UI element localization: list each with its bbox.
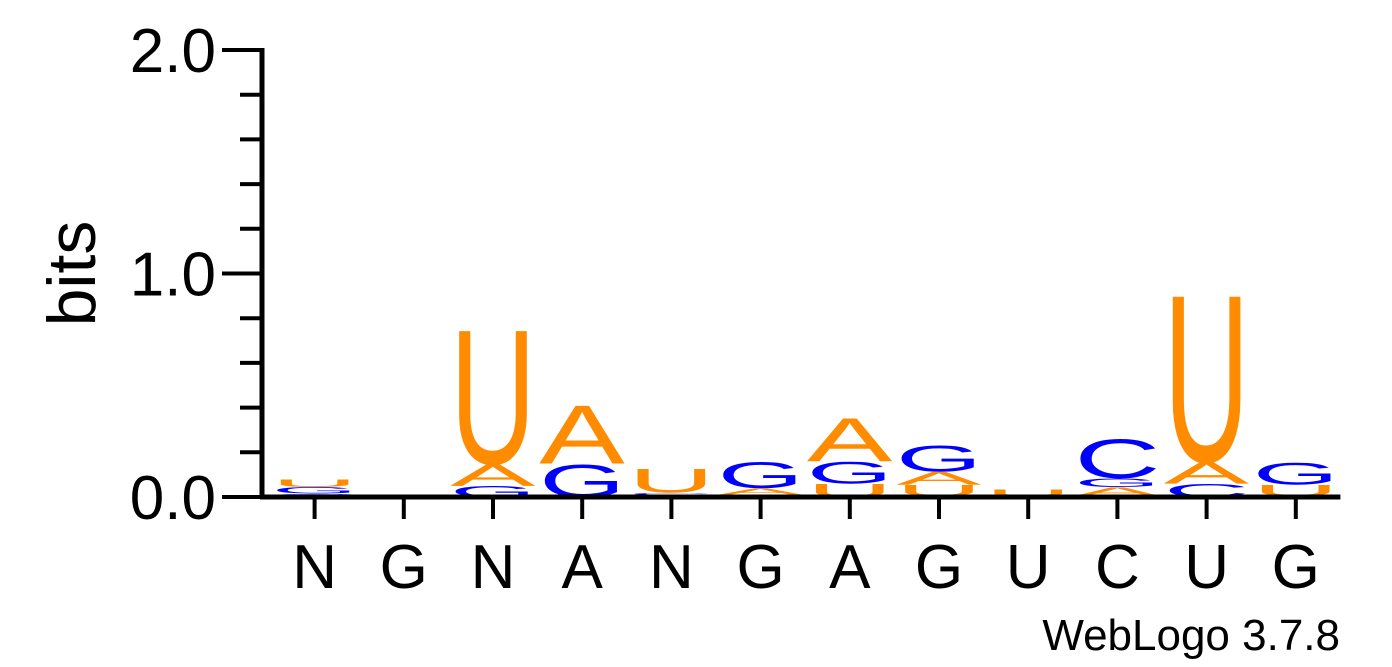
x-tick-label: A [562, 533, 604, 602]
logo-letter-u: U [1164, 246, 1250, 513]
logo-letter-g: G [1253, 457, 1339, 491]
x-tick-label: G [915, 533, 963, 602]
logo-letter-c: C [1074, 428, 1160, 490]
logo-letter-c: C [628, 492, 714, 495]
logo-letter-a: A [450, 458, 537, 493]
x-tick-label: U [1184, 533, 1229, 602]
x-tick-label: G [380, 533, 428, 602]
logo-letter-u: U [628, 462, 714, 500]
logo-letter-a: A [718, 486, 804, 496]
y-tick-label: 2.0 [130, 17, 216, 86]
y-axis-label: bits [34, 221, 110, 327]
y-tick-label: 1.0 [130, 241, 216, 310]
logo-letter-a: A [1164, 455, 1251, 490]
logo-letter-u: U [272, 477, 358, 489]
x-tick-label: U [1006, 533, 1051, 602]
x-tick-label: G [736, 533, 784, 602]
logo-letter-g: G [718, 455, 804, 497]
weblogo-credit: WebLogo 3.7.8 [1042, 611, 1340, 660]
x-tick-label: N [292, 533, 337, 602]
logo-letter-u: U [450, 289, 536, 504]
x-tick-label: N [649, 533, 694, 602]
y-tick-label: 0.0 [130, 464, 216, 533]
logo-letter-u: U [985, 488, 1071, 498]
x-tick-label: N [471, 533, 516, 602]
logo-letter-g: G [1074, 476, 1160, 490]
logo-letter-g: G [272, 485, 358, 495]
y-ticks: 0.0 1.0 2.0 [130, 17, 262, 533]
x-tick-label: A [829, 533, 871, 602]
logo-letter-g: G [896, 438, 982, 480]
logo-letter-a: A [896, 468, 982, 489]
logo-letter-a: A [807, 406, 894, 475]
logo-letter-g: G [807, 456, 893, 490]
x-tick-label: G [1272, 533, 1320, 602]
logo-letter-a: A [539, 388, 625, 482]
x-tick-label: C [1095, 533, 1140, 602]
letter-stacks: ACGUGAUGAAGCUUCAGUGACUAGCUUAGCCAUAUG [272, 246, 1339, 513]
